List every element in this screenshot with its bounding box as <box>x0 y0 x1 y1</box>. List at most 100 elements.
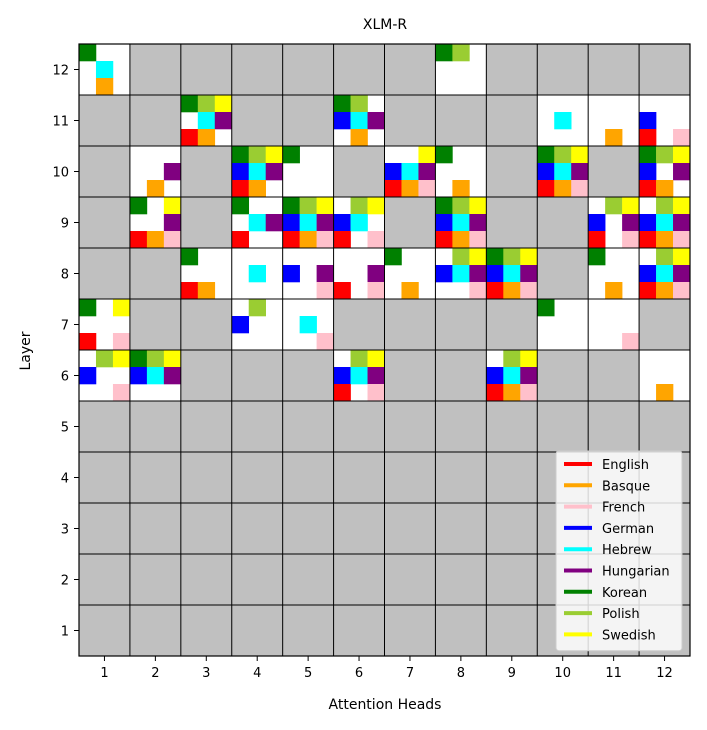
legend-label-polish: Polish <box>602 607 640 622</box>
mark-l12-h1-korean <box>79 44 97 62</box>
cell-layer4-head4 <box>231 452 283 503</box>
x-tick-label: 10 <box>554 666 571 681</box>
mark-l9-h6-swedish <box>367 197 385 215</box>
mark-l11-h3-hungarian <box>214 112 233 130</box>
mark-l6-h6-english <box>333 384 351 402</box>
mark-l9-h12-english <box>639 231 657 249</box>
mark-l8-h8-swedish <box>469 248 487 266</box>
mark-l10-h10-polish <box>554 146 572 164</box>
mark-l8-h5-french <box>316 282 334 300</box>
cell-layer11-head5 <box>282 95 334 146</box>
mark-l9-h5-basque <box>299 231 317 249</box>
x-tick-label: 1 <box>100 666 108 681</box>
mark-l6-h1-polish <box>95 350 114 368</box>
mark-l7-h5-hebrew <box>299 316 317 334</box>
x-tick-label: 3 <box>202 666 210 681</box>
mark-l8-h9-swedish <box>520 248 538 266</box>
mark-l10-h4-hebrew <box>248 163 266 181</box>
cell-layer2-head8 <box>435 554 487 605</box>
mark-l10-h7-french <box>418 180 436 198</box>
plot-frame <box>78 43 691 657</box>
mark-l10-h12-hungarian <box>673 163 691 181</box>
mark-l10-h4-swedish <box>265 146 283 164</box>
cell-layer5-head9 <box>486 401 538 452</box>
cell-layer3-head1 <box>79 503 130 554</box>
mark-l10-h4-english <box>231 180 250 198</box>
mark-l7-h11-french <box>622 333 640 351</box>
cell-layer6-head4 <box>231 350 283 401</box>
cell-layer12-head12 <box>639 44 690 95</box>
mark-l9-h5-french <box>316 231 334 249</box>
mark-l9-h5-swedish <box>316 197 334 215</box>
mark-l12-h8-korean <box>435 44 453 62</box>
cell-layer12-head9 <box>486 44 538 95</box>
legend-label-korean: Korean <box>602 586 647 601</box>
mark-l10-h10-french <box>571 180 589 198</box>
mark-l6-h9-swedish <box>520 350 538 368</box>
mark-l9-h8-basque <box>452 231 470 249</box>
x-tick-label: 6 <box>355 666 363 681</box>
cell-layer7-head9 <box>486 299 538 350</box>
cell-layer7-head6 <box>333 299 385 350</box>
mark-l9-h12-basque <box>656 231 674 249</box>
mark-l8-h5-hungarian <box>316 265 334 283</box>
mark-l6-h6-swedish <box>367 350 385 368</box>
mark-l7-h10-korean <box>537 299 555 317</box>
cell-layer1-head1 <box>79 605 130 656</box>
cell-layer12-head6 <box>333 44 385 95</box>
cell-layer10-head9 <box>486 146 538 197</box>
cell-layer7-head3 <box>180 299 232 350</box>
mark-l9-h5-hebrew <box>299 214 317 232</box>
mark-l12-h8-polish <box>452 44 470 62</box>
mark-l9-h12-french <box>673 231 691 249</box>
mark-l7-h1-swedish <box>112 299 131 317</box>
mark-l12-h1-hebrew <box>95 61 114 79</box>
y-tick-label: 11 <box>52 115 69 130</box>
cell-layer1-head6 <box>333 605 385 656</box>
mark-l9-h6-english <box>333 231 351 249</box>
mark-l10-h7-hungarian <box>418 163 436 181</box>
mark-l11-h3-english <box>180 129 199 147</box>
mark-l9-h2-french <box>163 231 182 249</box>
mark-l6-h2-swedish <box>163 350 182 368</box>
cell-layer11-head9 <box>486 95 538 146</box>
mark-l6-h9-basque <box>503 384 521 402</box>
mark-l9-h12-polish <box>656 197 674 215</box>
mark-l9-h4-english <box>231 231 250 249</box>
mark-l8-h3-basque <box>197 282 216 300</box>
cell-layer6-head10 <box>537 350 589 401</box>
cell-layer5-head10 <box>537 401 589 452</box>
legend-label-hebrew: Hebrew <box>602 543 652 558</box>
cell-layer11-head1 <box>79 95 130 146</box>
mark-l10-h12-swedish <box>673 146 691 164</box>
cell-layer5-head12 <box>639 401 690 452</box>
mark-l9-h11-french <box>622 231 640 249</box>
mark-l8-h8-hungarian <box>469 265 487 283</box>
mark-l11-h6-polish <box>350 95 368 113</box>
mark-l9-h4-hebrew <box>248 214 266 232</box>
mark-l9-h12-swedish <box>673 197 691 215</box>
mark-l10-h4-hungarian <box>265 163 283 181</box>
x-tick-label: 5 <box>304 666 312 681</box>
mark-l9-h12-hebrew <box>656 214 674 232</box>
mark-l10-h12-english <box>639 180 657 198</box>
cell-layer10-head3 <box>180 146 232 197</box>
mark-l6-h9-french <box>520 384 538 402</box>
cell-layer10-head11 <box>588 146 640 197</box>
cell-layer5-head5 <box>282 401 334 452</box>
mark-l8-h8-german <box>435 265 453 283</box>
mark-l11-h3-korean <box>180 95 199 113</box>
mark-l7-h5-french <box>316 333 334 351</box>
cell-layer1-head5 <box>282 605 334 656</box>
mark-l10-h8-korean <box>435 146 453 164</box>
mark-l9-h5-korean <box>282 197 300 215</box>
mark-l6-h9-english <box>486 384 504 402</box>
cell-layer7-head7 <box>384 299 436 350</box>
cell-layer6-head8 <box>435 350 487 401</box>
mark-l8-h6-hungarian <box>367 265 385 283</box>
cell-layer4-head8 <box>435 452 487 503</box>
mark-l9-h8-english <box>435 231 453 249</box>
mark-l10-h2-basque <box>146 180 165 198</box>
mark-l8-h8-hebrew <box>452 265 470 283</box>
y-tick-label: 7 <box>61 319 69 334</box>
